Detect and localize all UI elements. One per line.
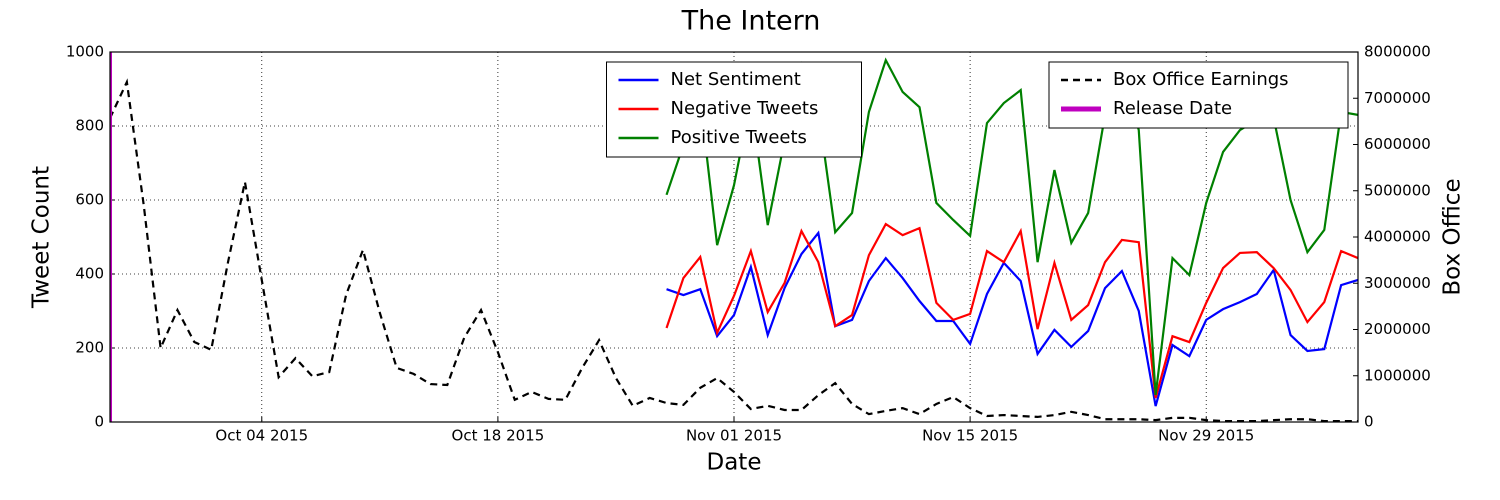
x-tick-label: Nov 01 2015 [686, 427, 782, 445]
legend-label: Release Date [1113, 98, 1232, 119]
y-tick-label: 0 [94, 413, 104, 431]
y-tick-label: 200 [75, 339, 104, 357]
y-axis-label: Tweet Count [29, 166, 55, 309]
legend-box [1048, 61, 1349, 129]
y2-tick-label: 4000000 [1364, 228, 1431, 246]
legend-label: Box Office Earnings [1113, 69, 1289, 90]
x-axis-label: Date [707, 450, 762, 476]
legend-label: Positive Tweets [671, 127, 807, 148]
y-tick-label: 600 [75, 191, 104, 209]
y2-tick-label: 1000000 [1364, 366, 1431, 384]
series-line [665, 222, 1358, 399]
y2-axis-label: Box Office [1440, 178, 1466, 295]
series-line [110, 78, 1358, 422]
chart-title: The Intern [681, 6, 821, 37]
legend-label: Negative Tweets [671, 98, 819, 119]
y2-tick-label: 2000000 [1364, 320, 1431, 338]
y2-tick-label: 3000000 [1364, 274, 1431, 292]
plot-frame [109, 51, 1359, 423]
y-tick-label: 800 [75, 117, 104, 135]
x-tick-label: Nov 29 2015 [1158, 427, 1254, 445]
x-tick-label: Oct 18 2015 [452, 427, 545, 445]
y-tick-label: 1000 [66, 43, 104, 61]
y2-tick-label: 5000000 [1364, 181, 1431, 199]
y2-tick-label: 0 [1364, 413, 1374, 431]
series-line [666, 230, 1358, 407]
y2-tick-label: 7000000 [1364, 89, 1431, 107]
y-tick-label: 400 [75, 265, 104, 283]
y2-tick-label: 6000000 [1364, 135, 1431, 153]
x-tick-label: Nov 15 2015 [922, 427, 1018, 445]
legend-label: Net Sentiment [671, 69, 801, 90]
y2-tick-label: 8000000 [1364, 43, 1431, 61]
x-tick-label: Oct 04 2015 [215, 427, 308, 445]
